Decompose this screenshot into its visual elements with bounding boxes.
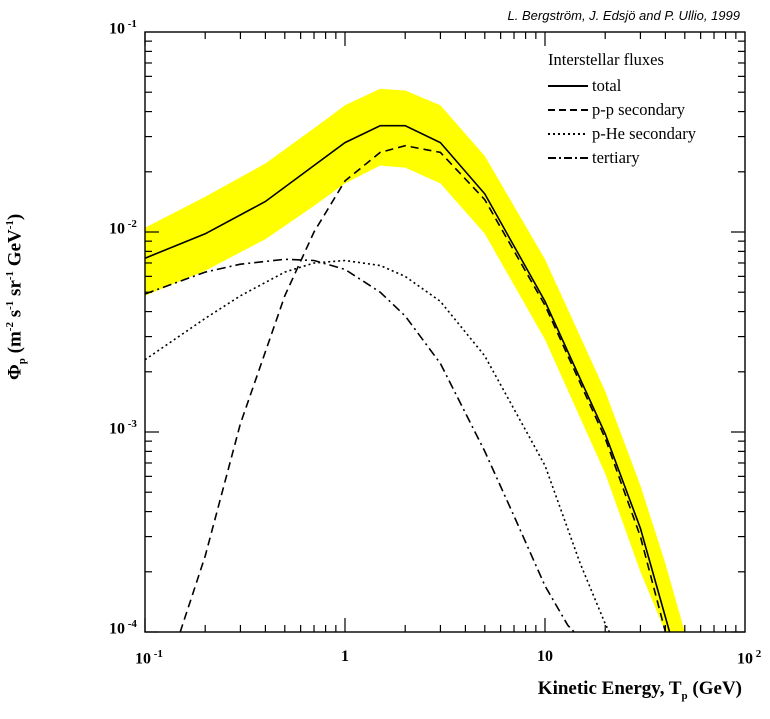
legend-label-tertiary: tertiary: [592, 148, 640, 167]
legend-item-pp: p-p secondary: [548, 98, 696, 122]
legend-swatch-pp: [548, 109, 588, 111]
legend-title: Interstellar fluxes: [548, 50, 664, 69]
x-tick-label: 10 -1: [135, 648, 163, 668]
legend-swatch-tertiary: [548, 157, 588, 159]
legend-item-phe: p-He secondary: [548, 122, 696, 146]
series-line-tertiary: [144, 258, 575, 633]
plot-frame: [144, 31, 746, 633]
legend-item-total: total: [548, 74, 696, 98]
y-tick-label: 10 -1: [109, 18, 137, 38]
axes-layer: [144, 31, 746, 633]
y-tick-label: 10 -4: [109, 618, 137, 638]
y-axis-label: Φp (m-2 s-1 sr-1 GeV-1): [4, 213, 29, 380]
legend-label-pp: p-p secondary: [592, 100, 686, 119]
y-tick-label: 10 -2: [109, 218, 137, 238]
legend-swatch-total: [548, 85, 588, 87]
series-line-total: [144, 124, 671, 633]
uncertainty-band-layer: [145, 88, 685, 633]
series-line-p-p-secondary: [179, 144, 667, 633]
uncertainty-band: [145, 88, 685, 633]
x-axis-label: Kinetic Energy, Tp (GeV): [537, 678, 742, 702]
x-tick-label: 10 2: [737, 648, 762, 668]
legend-item-tertiary: tertiary: [548, 146, 696, 170]
series-layer: [144, 124, 671, 633]
legend: Interstellar fluxes total p-p secondary …: [548, 50, 696, 170]
legend-label-phe: p-He secondary: [592, 124, 696, 143]
y-tick-label: 10 -3: [109, 418, 137, 438]
legend-label-total: total: [592, 76, 622, 95]
legend-swatch-phe: [548, 133, 588, 135]
x-tick-label: 10: [537, 648, 553, 665]
x-tick-label: 1: [341, 648, 349, 665]
credit-text: L. Bergström, J. Edsjö and P. Ullio, 199…: [507, 8, 740, 23]
series-line-p-he-secondary: [144, 259, 611, 633]
